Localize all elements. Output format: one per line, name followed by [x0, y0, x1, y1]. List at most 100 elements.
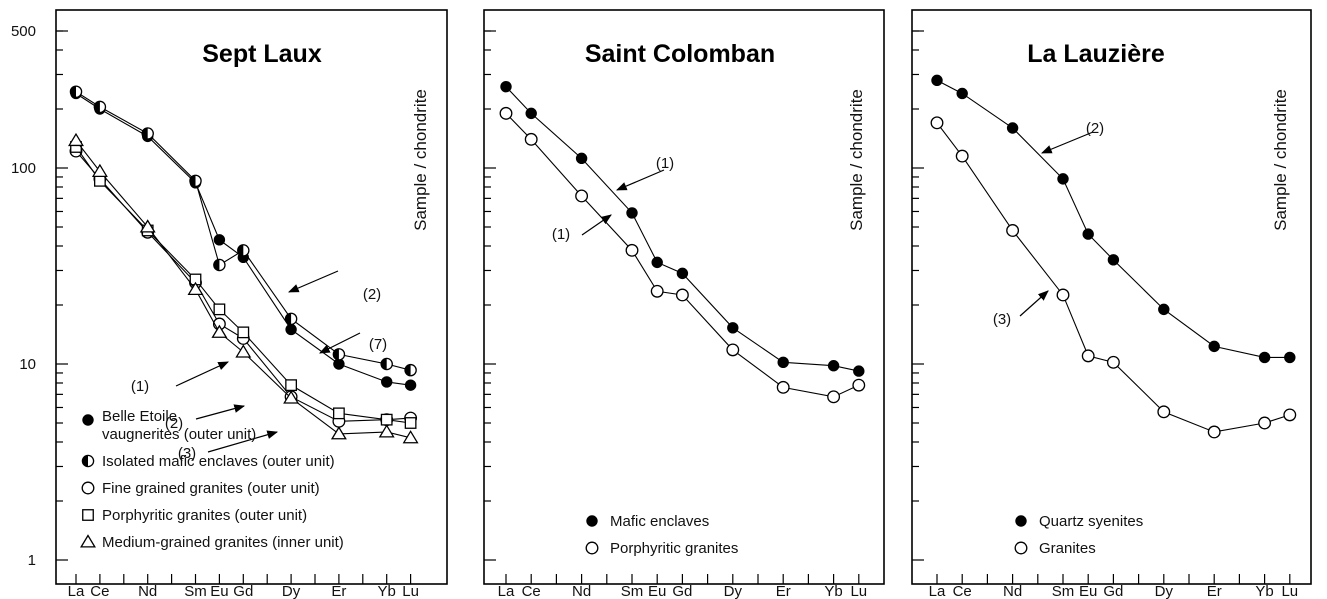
- x-tick-label-la: La: [68, 583, 85, 599]
- data-point-dy: [285, 379, 298, 392]
- x-tick-label-er: Er: [1207, 583, 1222, 599]
- series-line: [75, 146, 411, 424]
- x-tick-label-nd: Nd: [572, 583, 591, 599]
- x-tick-label-dy: Dy: [282, 583, 301, 599]
- data-point-nd: [575, 189, 589, 203]
- data-point-dy: [285, 323, 297, 336]
- legend-marker: [1014, 541, 1028, 555]
- annotation-arrow: [195, 404, 246, 420]
- data-point-er: [330, 426, 347, 440]
- data-point-ce: [955, 149, 969, 163]
- annotation-label: (3): [993, 311, 1011, 328]
- x-tick-label-gd: Gd: [1103, 583, 1123, 599]
- data-point-er: [1207, 425, 1221, 439]
- legend-marker: [1015, 515, 1027, 527]
- annotation-label: (2): [165, 415, 183, 432]
- data-point-lu: [404, 379, 417, 391]
- data-point-dy: [1157, 405, 1171, 419]
- x-tick-label-nd: Nd: [138, 583, 157, 599]
- legend-marker: [81, 481, 95, 495]
- legend-label: Isolated mafic enclaves (outer unit): [102, 453, 335, 470]
- data-point-ce: [525, 107, 537, 120]
- series-mafic-enclaves: [500, 80, 865, 377]
- annotation-label: (1): [656, 155, 674, 172]
- series-granites: [930, 116, 1297, 439]
- series-line: [75, 140, 411, 439]
- series-line: [75, 91, 411, 371]
- x-tick-label-lu: Lu: [1281, 583, 1298, 599]
- data-point-dy: [726, 343, 740, 357]
- legend-marker: [586, 515, 598, 527]
- chart-title: La Lauzière: [1027, 40, 1165, 68]
- legend-label: vaugnerites (outer unit): [102, 426, 256, 443]
- data-point-eu: [1081, 349, 1095, 363]
- series-line: [75, 150, 411, 422]
- series-line: [936, 79, 1290, 358]
- x-tick-label-dy: Dy: [1155, 583, 1174, 599]
- annotation-label: (7): [369, 336, 387, 353]
- legend-entry-5: Medium-grained granites (inner unit): [80, 534, 344, 551]
- data-point-sm: [626, 207, 638, 219]
- x-tick-label-sm: Sm: [184, 583, 207, 599]
- data-point-sm: [1057, 173, 1069, 185]
- annotation-arrow: [288, 270, 339, 293]
- panel-saint-colomban: La Ce Nd Sm Eu Gd Dy Er Yb Lu Saint Colomban Sample…: [483, 9, 885, 599]
- legend-marker: [80, 534, 96, 548]
- annotation-arrow: [175, 361, 229, 387]
- y-tick-label: 1: [28, 552, 36, 569]
- series-quartz-syenites: [931, 74, 1296, 364]
- y-tick-label: 10: [19, 356, 36, 373]
- data-point-nd: [575, 152, 588, 165]
- legend-entry-3: Fine grained granites (outer unit): [81, 480, 320, 497]
- x-tick-label-yb: Yb: [378, 583, 396, 599]
- data-point-la: [499, 106, 513, 120]
- data-point-nd: [141, 127, 154, 140]
- legend-label: Mafic enclaves: [610, 513, 709, 530]
- data-point-yb: [380, 413, 393, 426]
- series-porphyritic-granites-outer-unit: [70, 141, 417, 429]
- legend-label: Quartz syenites: [1039, 513, 1143, 530]
- y-tick-label: 500: [11, 23, 36, 40]
- data-point-eu: [213, 234, 226, 246]
- data-point-yb: [827, 360, 840, 372]
- data-point-nd: [1006, 122, 1019, 134]
- data-point-er: [332, 407, 345, 420]
- x-tick-label-dy: Dy: [724, 583, 743, 599]
- legend-entry-2: Granites: [1014, 540, 1096, 557]
- x-tick-label-er: Er: [331, 583, 346, 599]
- annotation-arrow: [616, 169, 665, 191]
- data-point-gd: [1107, 254, 1120, 266]
- x-tick-label-ce: Ce: [90, 583, 109, 599]
- data-point-ce: [956, 87, 968, 100]
- y-axis-label: Sample / chondrite: [847, 89, 866, 231]
- data-point-dy: [283, 390, 300, 404]
- x-tick-label-ce: Ce: [953, 583, 972, 599]
- legend-entry-1: Quartz syenites: [1015, 513, 1143, 530]
- x-tick-label-la: La: [929, 583, 946, 599]
- legend-label: Porphyritic granites (outer unit): [102, 507, 307, 524]
- data-point-gd: [237, 326, 250, 339]
- data-point-lu: [1284, 351, 1296, 364]
- panel-la-lauziere: La Ce Nd Sm Eu Gd Dy Er Yb Lu La Lauzière Sample / …: [911, 9, 1312, 599]
- data-point-er: [777, 356, 789, 369]
- series-line: [936, 122, 1290, 433]
- x-tick-label-gd: Gd: [672, 583, 692, 599]
- x-tick-label-lu: Lu: [402, 583, 419, 599]
- data-point-yb: [1258, 416, 1272, 430]
- data-point-ce: [94, 174, 106, 187]
- legend-label: Fine grained granites (outer unit): [102, 480, 320, 497]
- data-point-lu: [404, 417, 417, 429]
- annotation-arrow: [1041, 131, 1094, 154]
- x-tick-label-la: La: [498, 583, 515, 599]
- data-point-yb: [378, 424, 395, 438]
- chart-title: Saint Colomban: [585, 40, 775, 68]
- chart-title: Sept Laux: [202, 40, 322, 68]
- data-point-ce: [93, 100, 107, 114]
- legend: Mafic enclaves Porphyritic granites: [585, 513, 738, 557]
- data-point-lu: [853, 365, 865, 377]
- data-point-dy: [727, 322, 739, 334]
- data-point-dy: [284, 312, 298, 326]
- legend-marker: [585, 541, 599, 555]
- y-axis-label: Sample / chondrite: [1271, 89, 1290, 231]
